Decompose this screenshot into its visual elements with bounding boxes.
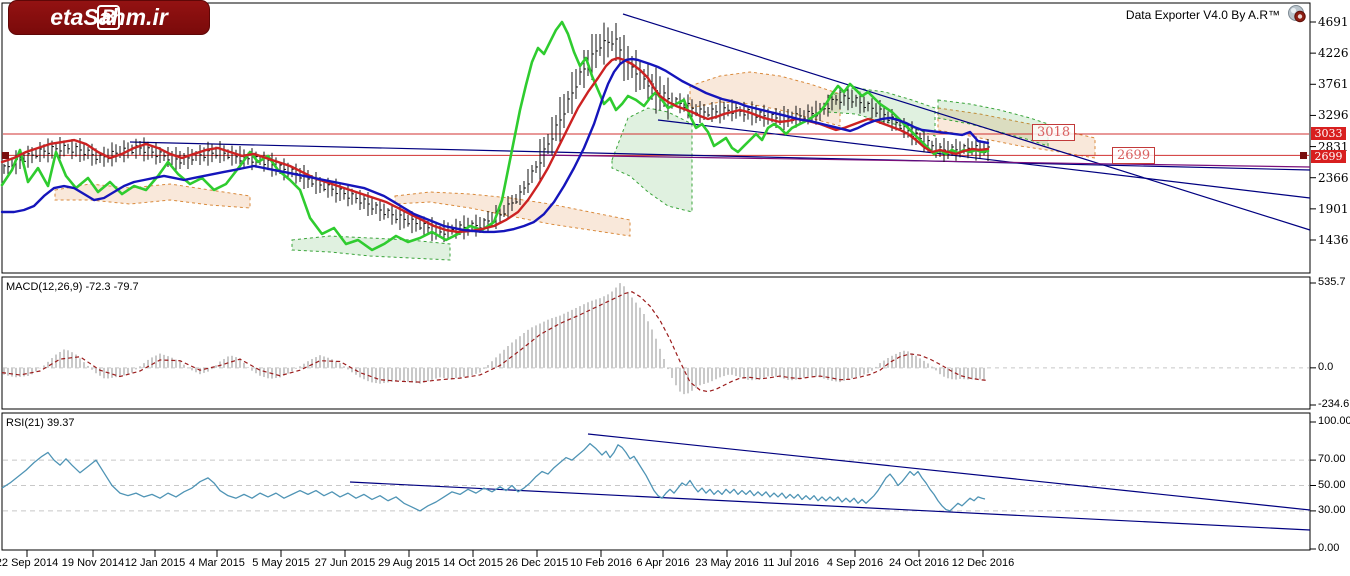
x-axis-date-label: 12 Jan 2015 — [124, 557, 186, 569]
x-axis-date-label: 5 May 2015 — [252, 557, 310, 569]
rsi-trendline[interactable] — [587, 433, 1311, 511]
rsi-line — [1, 442, 986, 512]
ichimoku-cloud — [394, 191, 631, 237]
main-chart-panel[interactable] — [1, 2, 1311, 274]
index-line — [0, 20, 990, 252]
export-icon[interactable] — [1287, 4, 1307, 24]
rsi-axis-label: 30.00 — [1318, 503, 1346, 516]
x-axis-date-label: 4 Mar 2015 — [189, 557, 245, 569]
logo-mark: B — [96, 5, 121, 30]
ichimoku-cloud — [54, 183, 251, 209]
ichimoku-cloud — [611, 107, 693, 213]
price-axis-label: 1436 — [1318, 233, 1349, 247]
rsi-axis-label: 0.00 — [1318, 542, 1340, 554]
x-axis-date-label: 22 Sep 2014 — [0, 557, 59, 569]
price-line-label[interactable]: 2699 — [1112, 147, 1156, 164]
line-endpoint-marker[interactable] — [1300, 152, 1307, 159]
rsi-axis-label: 70.00 — [1318, 453, 1346, 466]
x-axis-date-label: 10 Feb 2016 — [570, 557, 632, 569]
x-axis-date-label: 26 Dec 2015 — [505, 557, 569, 569]
x-axis-date-label: 24 Oct 2016 — [889, 557, 949, 569]
trendline[interactable] — [622, 13, 1311, 231]
red-ma — [0, 56, 990, 234]
trendline[interactable] — [539, 154, 1311, 168]
macd-axis-label: -234.6 — [1318, 398, 1350, 410]
price-axis-label: 1901 — [1318, 201, 1349, 216]
macd-panel-label: MACD(12,26,9) -72.3 -79.7 — [6, 281, 139, 293]
rsi-panel[interactable] — [1, 412, 1311, 551]
x-axis-date-label: 14 Oct 2015 — [443, 557, 503, 569]
macd-axis-label: 535.7 — [1318, 276, 1346, 288]
price-axis-label: 4691 — [1318, 15, 1349, 29]
x-axis-date-label: 11 Jul 2016 — [762, 557, 820, 569]
ichimoku-cloud — [689, 71, 841, 127]
price-line-label[interactable]: 3018 — [1032, 124, 1076, 141]
rsi-panel-label: RSI(21) 39.37 — [6, 417, 75, 429]
macd-axis-label: 0.0 — [1318, 360, 1334, 373]
x-axis-date-label: 12 Dec 2016 — [951, 557, 1015, 569]
x-axis-date-label: 27 Jun 2015 — [314, 557, 376, 569]
macd-signal-line — [1, 291, 989, 393]
rsi-trendline[interactable] — [349, 481, 1311, 531]
trendline[interactable] — [129, 141, 1311, 171]
price-axis-label: 2366 — [1318, 170, 1349, 185]
rsi-axis-label: 100.00 — [1318, 415, 1350, 427]
data-exporter-label: Data Exporter V4.0 By A.R™ — [1125, 8, 1280, 22]
x-axis-date-label: 19 Nov 2014 — [61, 557, 125, 569]
x-axis-date-label: 23 May 2016 — [695, 557, 759, 569]
price-badge: 3033 — [1311, 127, 1346, 140]
x-axis-date-label: 29 Aug 2015 — [378, 557, 440, 569]
blue-ma — [0, 57, 990, 234]
ichimoku-cloud — [937, 107, 1096, 159]
price-axis-label: 3761 — [1318, 77, 1349, 92]
macd-panel[interactable] — [1, 276, 1311, 410]
price-axis-label: 4226 — [1318, 46, 1349, 61]
line-endpoint-marker[interactable] — [2, 152, 9, 159]
x-axis-date-label: 4 Sep 2016 — [826, 557, 884, 569]
price-badge: 2699 — [1311, 150, 1346, 163]
rsi-axis-label: 50.00 — [1318, 478, 1346, 491]
x-axis-date-label: 6 Apr 2016 — [636, 557, 690, 569]
price-axis-label: 3296 — [1318, 108, 1349, 123]
logo-text: etaSahm.ir — [50, 4, 168, 30]
